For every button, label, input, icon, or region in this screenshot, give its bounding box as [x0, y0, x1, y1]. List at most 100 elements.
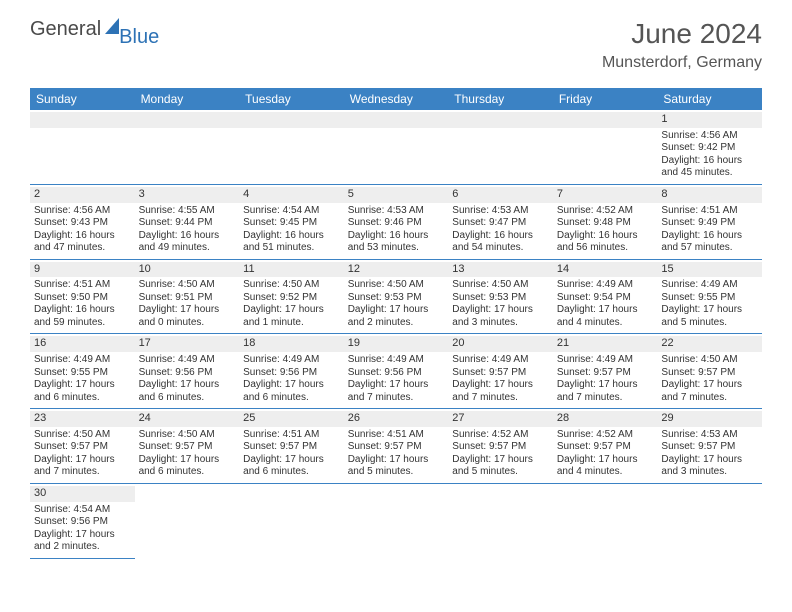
daylight-line: Daylight: 17 hours and 2 minutes.: [348, 304, 445, 329]
calendar-cell-empty: [135, 484, 240, 559]
calendar-cell: 14Sunrise: 4:49 AMSunset: 9:54 PMDayligh…: [553, 260, 658, 335]
sunset-line: Sunset: 9:56 PM: [34, 516, 131, 529]
day-number: 22: [657, 336, 762, 352]
day-number: 9: [30, 262, 135, 278]
daylight-line: Daylight: 16 hours and 56 minutes.: [557, 230, 654, 255]
daylight-line: Daylight: 16 hours and 49 minutes.: [139, 230, 236, 255]
calendar-grid: 1Sunrise: 4:56 AMSunset: 9:42 PMDaylight…: [30, 110, 762, 559]
day-number: 15: [657, 262, 762, 278]
sunrise-line: Sunrise: 4:50 AM: [139, 429, 236, 442]
calendar: SundayMondayTuesdayWednesdayThursdayFrid…: [30, 88, 762, 559]
daynum-empty: [135, 112, 240, 128]
calendar-cell: 4Sunrise: 4:54 AMSunset: 9:45 PMDaylight…: [239, 185, 344, 260]
daylight-line: Daylight: 17 hours and 6 minutes.: [139, 379, 236, 404]
header: General Blue June 2024 Munsterdorf, Germ…: [0, 0, 792, 80]
sunrise-line: Sunrise: 4:54 AM: [34, 504, 131, 517]
daylight-line: Daylight: 17 hours and 4 minutes.: [557, 304, 654, 329]
daylight-line: Daylight: 17 hours and 1 minute.: [243, 304, 340, 329]
sunset-line: Sunset: 9:53 PM: [452, 292, 549, 305]
day-number: 21: [553, 336, 658, 352]
calendar-cell: 25Sunrise: 4:51 AMSunset: 9:57 PMDayligh…: [239, 409, 344, 484]
day-number: 26: [344, 411, 449, 427]
calendar-cell: 1Sunrise: 4:56 AMSunset: 9:42 PMDaylight…: [657, 110, 762, 185]
sunrise-line: Sunrise: 4:49 AM: [452, 354, 549, 367]
daynum-empty: [239, 112, 344, 128]
calendar-cell-empty: [553, 110, 658, 185]
weekday-header-row: SundayMondayTuesdayWednesdayThursdayFrid…: [30, 88, 762, 110]
calendar-cell-empty: [135, 110, 240, 185]
month-title: June 2024: [602, 18, 762, 50]
calendar-cell: 19Sunrise: 4:49 AMSunset: 9:56 PMDayligh…: [344, 334, 449, 409]
day-number: 7: [553, 187, 658, 203]
day-number: 4: [239, 187, 344, 203]
calendar-cell: 11Sunrise: 4:50 AMSunset: 9:52 PMDayligh…: [239, 260, 344, 335]
day-number: 18: [239, 336, 344, 352]
sunset-line: Sunset: 9:45 PM: [243, 217, 340, 230]
daylight-line: Daylight: 17 hours and 5 minutes.: [348, 454, 445, 479]
sunrise-line: Sunrise: 4:51 AM: [348, 429, 445, 442]
daylight-line: Daylight: 17 hours and 0 minutes.: [139, 304, 236, 329]
location-label: Munsterdorf, Germany: [602, 54, 762, 72]
sunrise-line: Sunrise: 4:52 AM: [452, 429, 549, 442]
calendar-cell: 16Sunrise: 4:49 AMSunset: 9:55 PMDayligh…: [30, 334, 135, 409]
sunset-line: Sunset: 9:53 PM: [348, 292, 445, 305]
daylight-line: Daylight: 17 hours and 7 minutes.: [452, 379, 549, 404]
calendar-cell: 17Sunrise: 4:49 AMSunset: 9:56 PMDayligh…: [135, 334, 240, 409]
daylight-line: Daylight: 17 hours and 2 minutes.: [34, 529, 131, 554]
daylight-line: Daylight: 17 hours and 4 minutes.: [557, 454, 654, 479]
day-number: 29: [657, 411, 762, 427]
daylight-line: Daylight: 17 hours and 6 minutes.: [139, 454, 236, 479]
daylight-line: Daylight: 17 hours and 7 minutes.: [348, 379, 445, 404]
calendar-cell: 5Sunrise: 4:53 AMSunset: 9:46 PMDaylight…: [344, 185, 449, 260]
sunrise-line: Sunrise: 4:51 AM: [661, 205, 758, 218]
day-number: 1: [657, 112, 762, 128]
day-number: 5: [344, 187, 449, 203]
daynum-empty: [30, 112, 135, 128]
sunset-line: Sunset: 9:55 PM: [661, 292, 758, 305]
sunrise-line: Sunrise: 4:49 AM: [661, 279, 758, 292]
sunrise-line: Sunrise: 4:52 AM: [557, 429, 654, 442]
calendar-cell-empty: [239, 110, 344, 185]
daylight-line: Daylight: 16 hours and 53 minutes.: [348, 230, 445, 255]
weekday-header: Wednesday: [344, 88, 449, 110]
sunrise-line: Sunrise: 4:51 AM: [34, 279, 131, 292]
calendar-cell: 26 Sunrise: 4:51 AMSunset: 9:57 PMDayligh…: [344, 409, 449, 484]
sunset-line: Sunset: 9:57 PM: [348, 441, 445, 454]
sunset-line: Sunset: 9:56 PM: [243, 367, 340, 380]
calendar-cell-empty: [239, 484, 344, 559]
calendar-cell-empty: [657, 484, 762, 559]
calendar-cell: 30Sunrise: 4:54 AMSunset: 9:56 PMDayligh…: [30, 484, 135, 559]
sunrise-line: Sunrise: 4:50 AM: [34, 429, 131, 442]
calendar-cell: 7Sunrise: 4:52 AMSunset: 9:48 PMDaylight…: [553, 185, 658, 260]
title-block: June 2024 Munsterdorf, Germany: [602, 18, 762, 72]
sunrise-line: Sunrise: 4:49 AM: [139, 354, 236, 367]
sunrise-line: Sunrise: 4:49 AM: [243, 354, 340, 367]
weekday-header: Saturday: [657, 88, 762, 110]
sunset-line: Sunset: 9:49 PM: [661, 217, 758, 230]
sunrise-line: Sunrise: 4:53 AM: [452, 205, 549, 218]
sunrise-line: Sunrise: 4:49 AM: [557, 354, 654, 367]
day-number: 10: [135, 262, 240, 278]
sunrise-line: Sunrise: 4:50 AM: [452, 279, 549, 292]
daylight-line: Daylight: 17 hours and 6 minutes.: [243, 379, 340, 404]
calendar-cell: 9Sunrise: 4:51 AMSunset: 9:50 PMDaylight…: [30, 260, 135, 335]
calendar-cell: 23Sunrise: 4:50 AMSunset: 9:57 PMDayligh…: [30, 409, 135, 484]
calendar-cell: 21Sunrise: 4:49 AMSunset: 9:57 PMDayligh…: [553, 334, 658, 409]
logo-text-general: General: [30, 18, 101, 41]
sunrise-line: Sunrise: 4:50 AM: [661, 354, 758, 367]
logo: General Blue: [30, 18, 159, 41]
calendar-cell: 24Sunrise: 4:50 AMSunset: 9:57 PMDayligh…: [135, 409, 240, 484]
calendar-cell: 15Sunrise: 4:49 AMSunset: 9:55 PMDayligh…: [657, 260, 762, 335]
weekday-header: Friday: [553, 88, 658, 110]
daylight-line: Daylight: 17 hours and 7 minutes.: [557, 379, 654, 404]
calendar-cell: 10Sunrise: 4:50 AMSunset: 9:51 PMDayligh…: [135, 260, 240, 335]
daynum-empty: [344, 112, 449, 128]
weekday-header: Monday: [135, 88, 240, 110]
day-number: 16: [30, 336, 135, 352]
calendar-cell: 20Sunrise: 4:49 AMSunset: 9:57 PMDayligh…: [448, 334, 553, 409]
day-number: 12: [344, 262, 449, 278]
sunset-line: Sunset: 9:57 PM: [452, 367, 549, 380]
sunrise-line: Sunrise: 4:51 AM: [243, 429, 340, 442]
calendar-cell: 22Sunrise: 4:50 AMSunset: 9:57 PMDayligh…: [657, 334, 762, 409]
calendar-cell: 3Sunrise: 4:55 AMSunset: 9:44 PMDaylight…: [135, 185, 240, 260]
